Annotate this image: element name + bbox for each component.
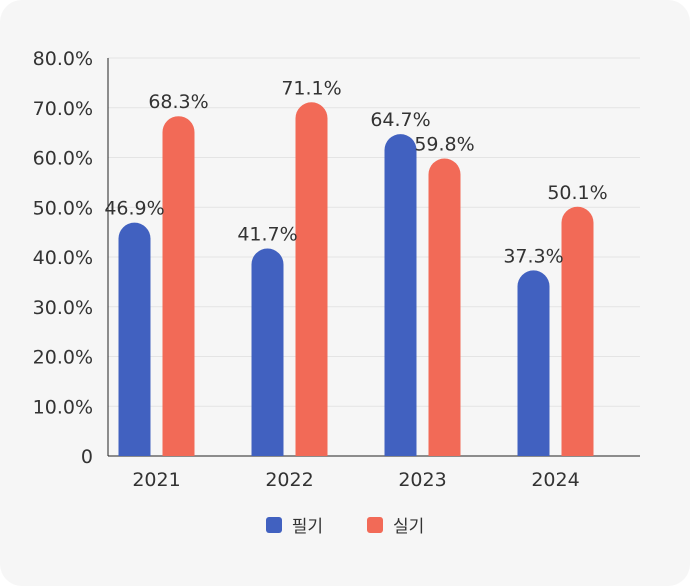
- labels: 0 10.0% 20.0% 30.0% 40.0% 50.0% 60.0% 70.0% 80.0…: [33, 48, 608, 491]
- data-label: 64.7%: [370, 109, 430, 131]
- y-tick-label: 40.0%: [33, 247, 93, 269]
- y-tick-label: 30.0%: [33, 297, 93, 319]
- legend-swatch-series-2: [367, 516, 383, 533]
- bar-series-1: [251, 248, 284, 456]
- gridlines: [108, 57, 640, 407]
- x-tick-label: 2024: [531, 469, 579, 491]
- y-tick-label: 0: [81, 446, 93, 468]
- data-label: 37.3%: [503, 245, 563, 267]
- y-tick-label: 20.0%: [33, 347, 93, 369]
- data-label: 59.8%: [414, 133, 474, 155]
- bar-series-1: [118, 222, 151, 456]
- bar-series-2: [295, 102, 328, 456]
- x-tick-label: 2022: [265, 469, 313, 491]
- data-label: 71.1%: [281, 77, 341, 99]
- legend-item-series-2: 실기: [367, 512, 424, 537]
- data-label: 46.9%: [104, 198, 164, 220]
- legend-item-series-1: 필기: [265, 512, 323, 537]
- legend-swatch-series-1: [265, 516, 282, 533]
- axes: [107, 58, 640, 457]
- bar-series-2: [162, 116, 195, 456]
- y-tick-label: 10.0%: [33, 396, 93, 418]
- y-tick-label: 60.0%: [33, 148, 93, 170]
- y-tick-label: 80.0%: [33, 48, 93, 70]
- bar-series-1: [384, 134, 417, 456]
- legend-label-series-1: 필기: [291, 517, 323, 537]
- legend: 필기 실기: [0, 512, 690, 537]
- x-tick-label: 2023: [398, 469, 446, 491]
- bars: [118, 102, 594, 456]
- legend-label-series-2: 실기: [393, 517, 425, 537]
- data-label: 68.3%: [148, 91, 208, 113]
- x-tick-label: 2021: [132, 469, 180, 491]
- bar-series-2: [428, 158, 461, 456]
- data-label: 41.7%: [237, 224, 297, 246]
- data-label: 50.1%: [547, 182, 607, 204]
- y-tick-label: 70.0%: [33, 98, 93, 120]
- bar-series-1: [517, 270, 550, 456]
- bar-series-2: [561, 206, 594, 456]
- y-tick-label: 50.0%: [33, 197, 93, 219]
